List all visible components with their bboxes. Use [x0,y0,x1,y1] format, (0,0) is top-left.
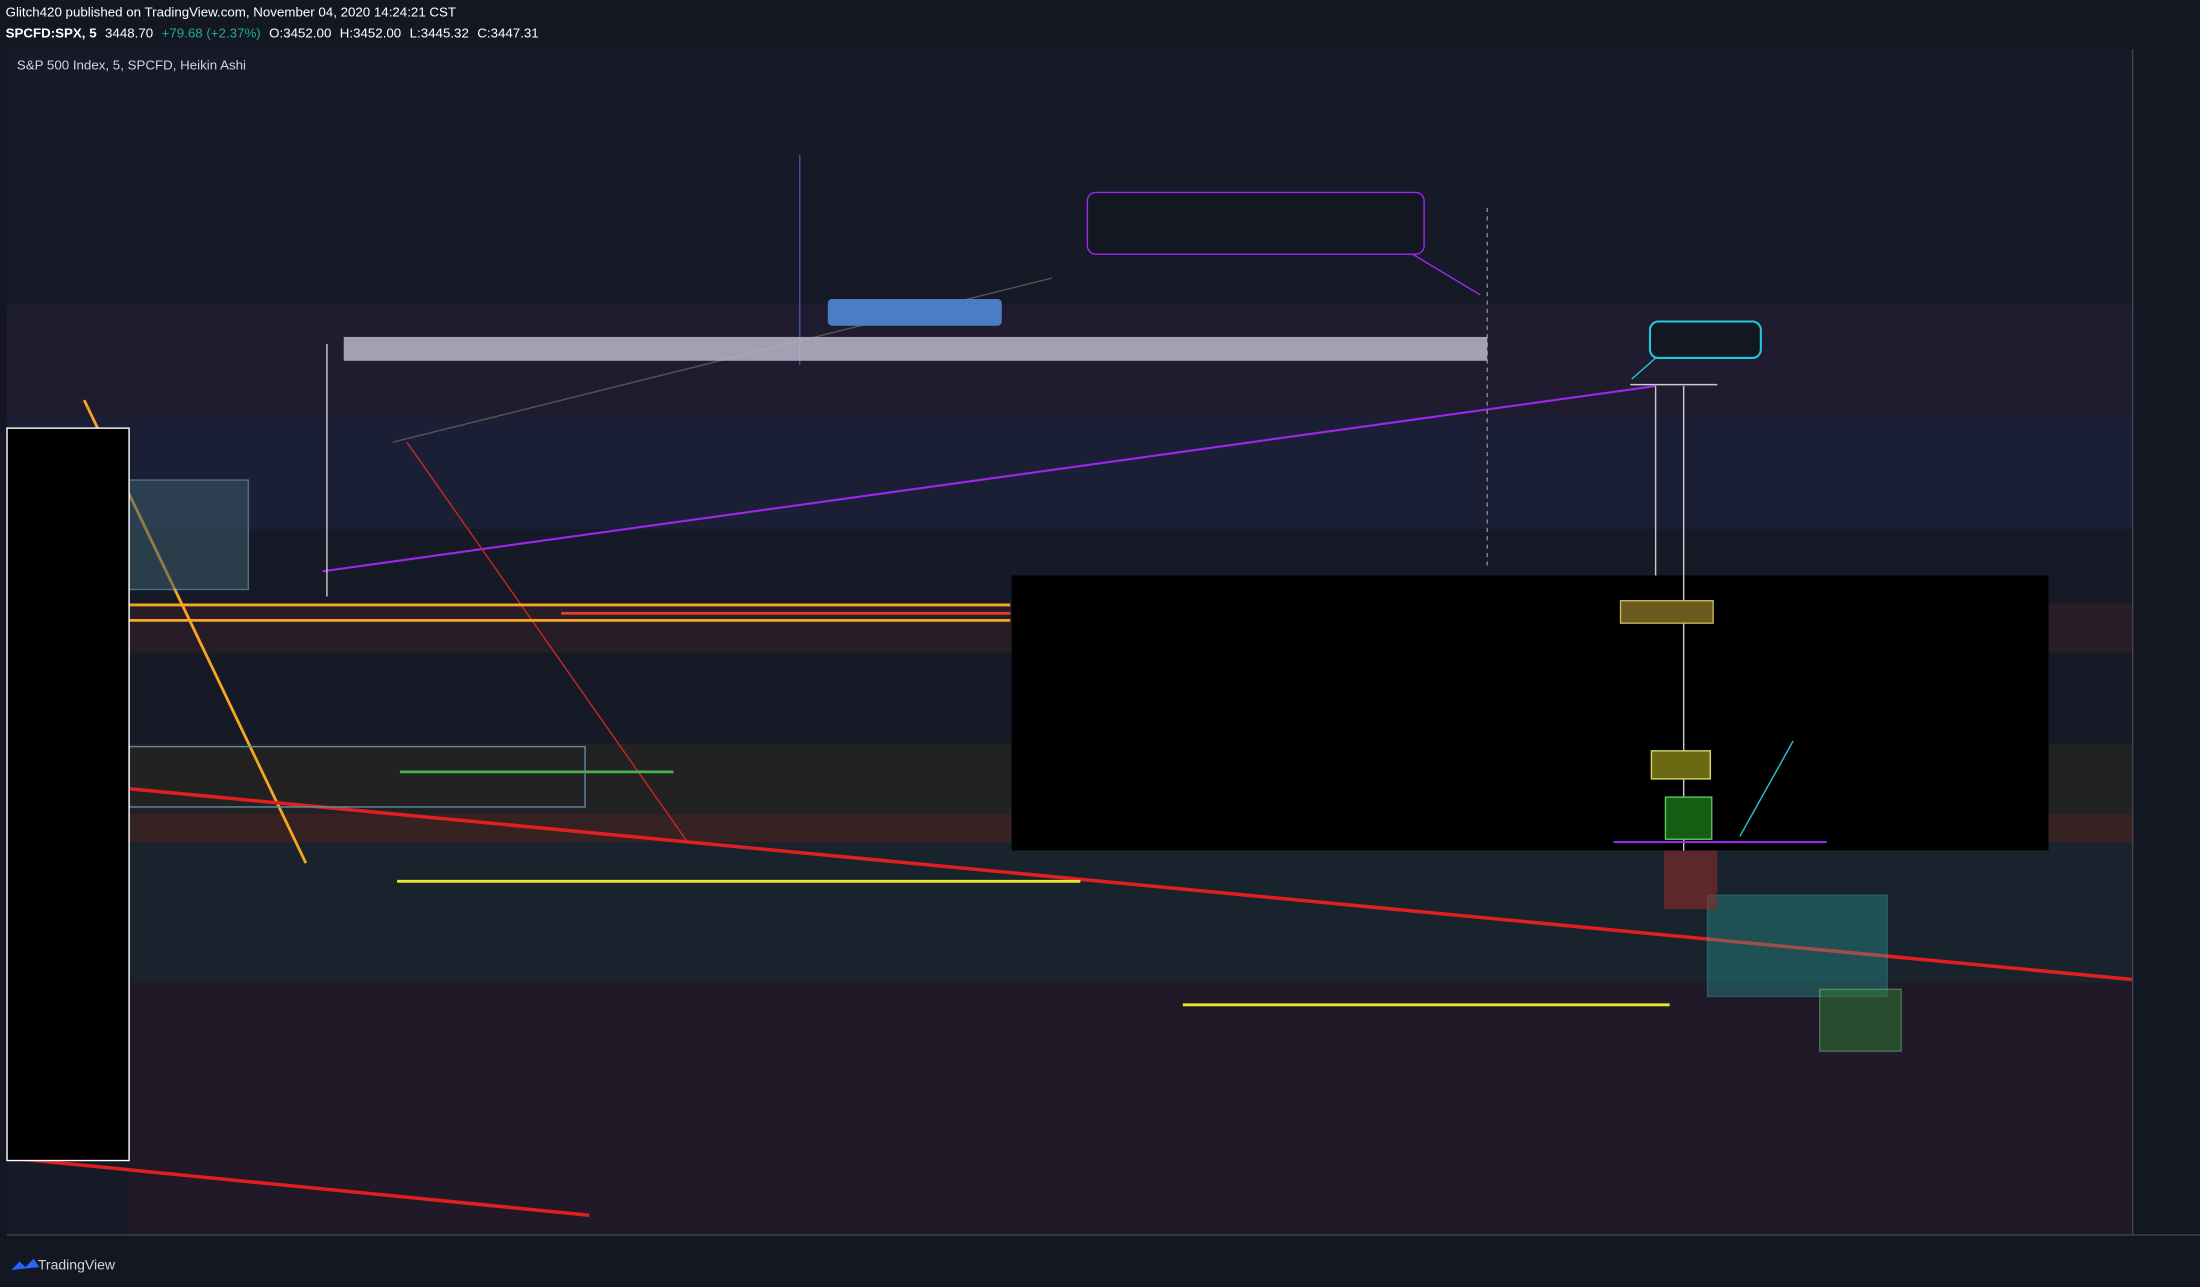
black-box [1011,575,2049,851]
footer-brand: TradingView [38,1256,116,1272]
header-value: +79.68 (+2.37%) [162,25,261,40]
zone-box [1706,894,1888,998]
zone-box [1819,988,1902,1052]
zone-box [128,479,250,591]
zone-box [1664,850,1718,910]
trend-line [406,441,689,843]
callout-box [1648,320,1762,360]
tp-box [1664,796,1713,840]
header-value: C:3447.31 [477,25,538,40]
header-value: 3448.70 [105,25,153,40]
legend: S&P 500 Index, 5, SPCFD, Heikin Ashi [17,58,246,73]
pointer [1409,252,1481,296]
trend-line [6,1155,590,1217]
pointer [1631,357,1657,380]
band [129,982,2133,1235]
band [7,416,2133,530]
black-box [6,427,130,1162]
pointer [1739,740,1794,837]
header-value: O:3452.00 [269,25,331,40]
band [129,842,2133,983]
header-value: H:3452.00 [340,25,401,40]
published: Glitch420 published on TradingView.com, … [6,4,456,19]
logo [11,1258,40,1270]
trend-line [128,786,2133,982]
tp-box [1650,750,1712,780]
header-value: L:3445.32 [410,25,469,40]
range-label-box [827,299,1002,326]
price-axis-panel [2132,49,2200,1235]
tp-box [1619,600,1714,624]
channel-box [343,336,1488,361]
trend-line [322,384,1656,573]
symbol: SPCFD:SPX, 5 [6,25,98,40]
callout-box [1086,191,1425,255]
drawings [6,154,2133,1217]
